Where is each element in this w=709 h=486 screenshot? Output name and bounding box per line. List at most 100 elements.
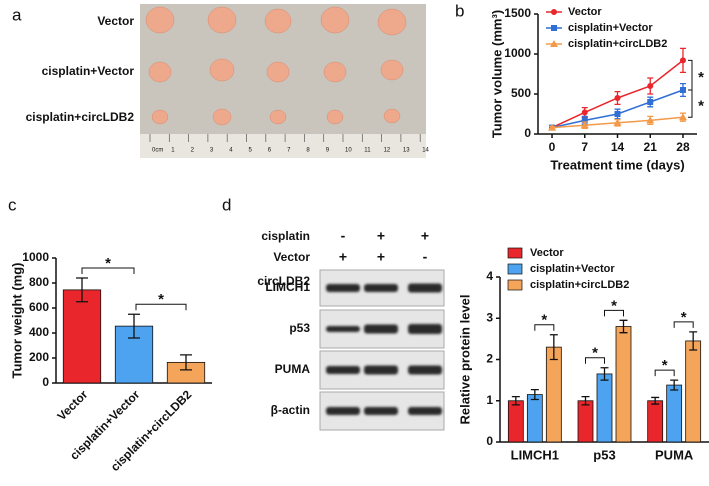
blot-band xyxy=(408,407,442,415)
protein-label: p53 xyxy=(289,321,310,335)
x-tick-label: 14 xyxy=(611,140,625,154)
ruler-label: 10 xyxy=(345,148,352,154)
y-tick-label: 1000 xyxy=(504,46,531,60)
bar xyxy=(62,289,102,384)
point xyxy=(580,121,589,129)
legend-label: cisplatin+circLDB2 xyxy=(568,38,667,50)
ruler-label: 13 xyxy=(403,148,410,154)
y-tick-label: 400 xyxy=(29,325,49,339)
x-tick-label: p53 xyxy=(593,447,615,462)
point xyxy=(646,116,655,124)
significance-bracket xyxy=(688,59,693,91)
y-tick-label: 200 xyxy=(29,350,49,364)
condition-label: circLDB2 xyxy=(257,274,310,288)
significance-bracket xyxy=(135,303,187,311)
ruler-label: 8 xyxy=(306,148,310,154)
row-label: cisplatin+circLDB2 xyxy=(26,110,135,124)
ruler-label: 1 xyxy=(171,148,175,154)
legend-swatch xyxy=(507,263,523,275)
y-axis-label: Relative protein level xyxy=(457,294,472,424)
significance-bracket xyxy=(673,321,694,328)
significance-bracket xyxy=(81,267,135,274)
condition-mark: + xyxy=(377,249,385,265)
blot-band xyxy=(364,324,398,334)
x-tick-label: 0 xyxy=(549,140,556,154)
y-tick-label: 1 xyxy=(486,393,493,407)
y-tick-label: 800 xyxy=(29,275,49,289)
error-bar xyxy=(180,354,192,371)
y-tick-label: 0 xyxy=(42,375,49,389)
point xyxy=(614,95,621,101)
blot-band xyxy=(364,365,398,375)
bar xyxy=(577,400,594,443)
ruler-label: 12 xyxy=(384,148,391,154)
bar xyxy=(507,400,524,443)
annotation: * xyxy=(105,255,111,272)
error-bar xyxy=(511,395,520,406)
point xyxy=(678,113,687,121)
legend-marker xyxy=(551,25,557,31)
ruler-label: 11 xyxy=(364,148,371,154)
blot-band xyxy=(408,365,442,375)
blot-band xyxy=(364,407,398,415)
panel-label: b xyxy=(455,1,464,20)
bar xyxy=(545,346,562,443)
significance-bracket xyxy=(534,324,555,331)
protein-label: PUMA xyxy=(275,362,311,376)
bar xyxy=(685,340,702,443)
legend-label: cisplatin+Vector xyxy=(568,22,653,34)
y-tick-label: 2 xyxy=(486,352,493,366)
blot-band xyxy=(326,326,360,332)
condition-label: Vector xyxy=(273,250,310,264)
ruler-label: 9 xyxy=(326,148,330,154)
legend-label: cisplatin+circLDB2 xyxy=(530,279,629,291)
y-tick-label: 600 xyxy=(29,300,49,314)
error-bar xyxy=(76,277,88,303)
point xyxy=(679,57,686,64)
ruler-label: 6 xyxy=(268,148,272,154)
x-axis-label: Treatment time (days) xyxy=(550,157,684,172)
x-tick-label: 7 xyxy=(581,140,588,154)
error-bar xyxy=(549,334,558,361)
panel-label: d xyxy=(222,195,231,214)
y-tick-label: 1000 xyxy=(22,250,49,264)
error-bar xyxy=(128,313,140,339)
x-tick-label: Vector xyxy=(55,387,91,423)
blot-band xyxy=(326,366,360,374)
point xyxy=(647,83,654,89)
ruler-label: 4 xyxy=(229,148,233,154)
condition-label: cisplatin xyxy=(261,229,310,243)
error-bar xyxy=(600,367,609,381)
blot-band xyxy=(408,324,442,334)
error-bar xyxy=(689,331,698,351)
y-axis-label: Tumor weight (mg) xyxy=(9,262,24,378)
error-bar xyxy=(670,379,679,391)
tumors xyxy=(145,6,407,126)
point xyxy=(613,118,622,126)
protein-label: LIMCH1 xyxy=(265,280,310,294)
annotation: * xyxy=(592,345,598,362)
x-tick-label: LIMCH1 xyxy=(511,447,559,462)
annotation: * xyxy=(681,309,687,326)
row-label: cisplatin+Vector xyxy=(42,64,135,78)
ruler-label: 3 xyxy=(210,148,214,154)
significance-bracket xyxy=(604,309,624,317)
blot-band xyxy=(326,284,360,292)
annotation: * xyxy=(541,312,547,329)
significance-bracket xyxy=(654,369,675,377)
condition-mark: + xyxy=(339,249,347,265)
x-tick-label: 21 xyxy=(644,140,658,154)
y-tick-label: 0 xyxy=(524,126,531,140)
bar xyxy=(615,326,632,443)
annotation: * xyxy=(158,291,164,308)
condition-mark: + xyxy=(377,228,385,244)
panel-label: c xyxy=(8,195,17,214)
ruler-label: 2 xyxy=(191,148,195,154)
legend-label: Vector xyxy=(530,247,564,259)
row-label: Vector xyxy=(97,14,134,28)
y-tick-label: 500 xyxy=(511,86,531,100)
y-tick-label: 1500 xyxy=(504,6,531,20)
condition-mark: - xyxy=(423,249,428,265)
ruler-label: 5 xyxy=(249,148,253,154)
blot-band xyxy=(326,407,360,415)
